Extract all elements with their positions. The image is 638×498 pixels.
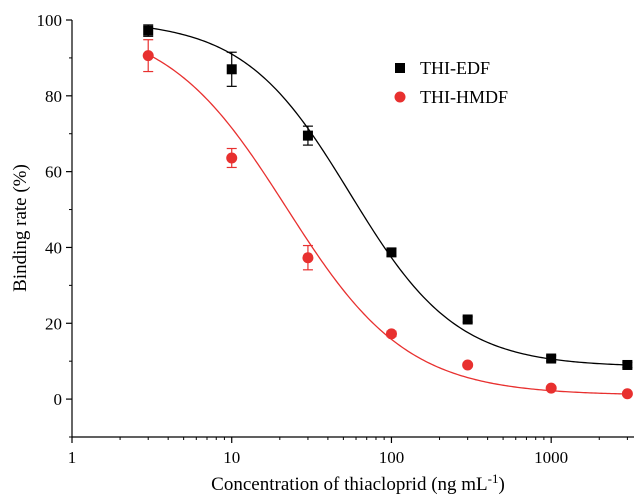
data-point: [302, 130, 313, 141]
data-point: [226, 64, 237, 75]
x-axis-title-main: Concentration of thiacloprid (ng mL: [211, 474, 487, 495]
y-tick-label: 0: [54, 390, 63, 409]
data-point: [621, 388, 633, 400]
y-axis-title: Binding rate (%): [10, 164, 31, 292]
legend-marker: [394, 91, 406, 103]
x-tick-label: 10: [223, 448, 240, 467]
x-axis-title-suffix: ): [499, 474, 505, 495]
error-bars: [143, 24, 633, 396]
data-point: [545, 382, 557, 394]
data-point: [143, 25, 154, 36]
x-axis-ticks: 1 10 100 1000: [68, 437, 628, 467]
data-point: [142, 50, 154, 62]
data-point: [462, 314, 473, 325]
y-tick-label: 80: [45, 87, 62, 106]
data-point: [385, 328, 397, 340]
x-tick-label: 100: [379, 448, 405, 467]
data-point: [386, 247, 397, 258]
data-points: [142, 25, 633, 400]
fit-curve: [148, 27, 628, 366]
x-tick-label: 1: [68, 448, 77, 467]
y-tick-label: 20: [45, 314, 62, 333]
y-axis-ticks: 0 20 40 60 80 100: [37, 11, 72, 438]
data-point: [302, 252, 314, 264]
data-point: [462, 359, 474, 371]
data-point: [226, 152, 238, 164]
y-tick-label: 60: [45, 163, 62, 182]
legend-marker: [395, 63, 405, 73]
data-point: [622, 359, 633, 370]
x-axis-title: Concentration of thiacloprid (ng mL-1): [211, 471, 505, 495]
fit-curve: [147, 53, 628, 395]
x-tick-label: 1000: [534, 448, 568, 467]
legend: THI-EDF THI-HMDF: [394, 58, 508, 107]
y-tick-label: 40: [45, 238, 62, 257]
fit-curves: [147, 27, 628, 395]
plot-frame: [71, 20, 634, 438]
y-tick-label: 100: [37, 11, 63, 30]
legend-label: THI-HMDF: [420, 87, 508, 107]
data-point: [546, 353, 557, 364]
legend-label: THI-EDF: [420, 58, 490, 78]
x-axis-title-superscript: -1: [488, 471, 499, 486]
